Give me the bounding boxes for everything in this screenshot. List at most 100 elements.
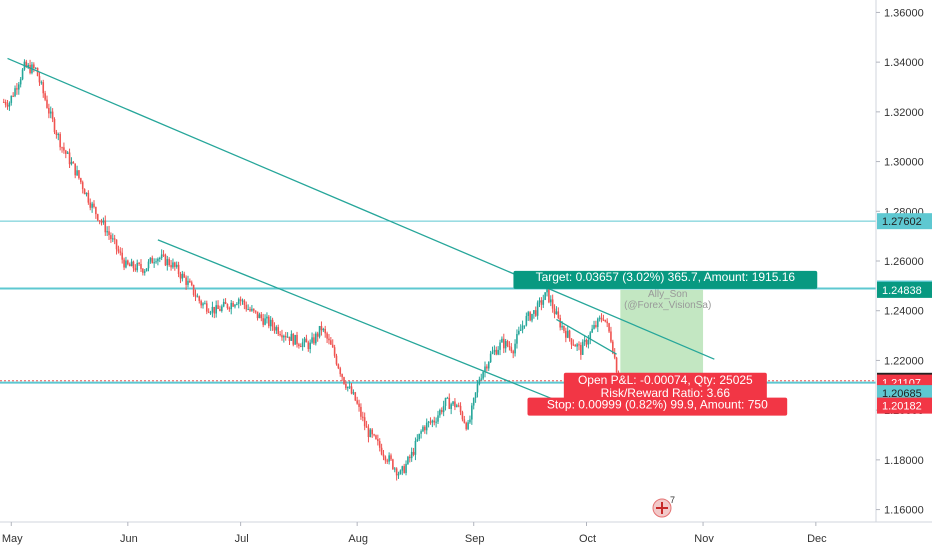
candle-body (574, 345, 577, 347)
candle-body (568, 330, 571, 339)
candle-body (501, 338, 503, 343)
candle-body (612, 341, 614, 354)
candle-body (245, 304, 248, 310)
candle-body (454, 401, 456, 408)
target-label-text: Target: 0.03657 (3.02%) 365.7, Amount: 1… (536, 270, 796, 284)
candle-body (510, 347, 513, 352)
candle-body (534, 310, 537, 316)
price-tick-label: 1.32000 (884, 107, 924, 119)
watermark-line-2: (@Forex_VisionSa) (624, 300, 711, 311)
stop-label-text: Stop: 0.00999 (0.82%) 99.9, Amount: 750 (547, 398, 768, 412)
candle-body (437, 415, 439, 422)
price-tick-label: 1.36000 (884, 7, 924, 19)
candle-body (200, 300, 202, 306)
candle-body (81, 182, 84, 190)
candle-body (593, 325, 595, 329)
candle-body (119, 251, 122, 253)
candle-body (222, 301, 225, 307)
candle-body (512, 351, 514, 354)
candle-body (544, 292, 546, 300)
candle-body (70, 161, 73, 165)
candle-body (497, 349, 499, 355)
time-axis[interactable]: May Jun Jul Aug Sep Oct Nov Dec (0, 521, 932, 545)
candle-body (294, 334, 296, 345)
candle-body (51, 111, 54, 120)
candle-body (570, 338, 573, 345)
candle-body (444, 397, 447, 406)
candle-body (172, 262, 174, 268)
candle-body (299, 346, 302, 348)
candle-body (433, 420, 436, 423)
candle-body (580, 344, 582, 355)
candle-body (553, 308, 556, 315)
candle-body (143, 271, 146, 273)
flag-badge: 7 (670, 495, 675, 505)
candle-body (330, 340, 332, 345)
candle-body (495, 349, 498, 355)
candle-body (247, 309, 249, 311)
candle-body (591, 328, 593, 333)
candle-body (578, 344, 580, 346)
candle-body (313, 337, 315, 344)
candle-body (181, 273, 184, 279)
candle-body (113, 238, 116, 240)
candle-body (189, 280, 191, 283)
candle-body (166, 259, 169, 266)
horizontal-levels (0, 220, 876, 384)
time-tick-label: Oct (579, 533, 596, 545)
candle-body (315, 333, 317, 344)
candle-body (275, 327, 278, 331)
candle-body (414, 440, 417, 455)
candle-body (219, 308, 221, 311)
economic-event-flag[interactable]: 7 (652, 495, 675, 518)
candle-body (202, 303, 204, 306)
candle-body (525, 315, 528, 326)
candle-body (140, 264, 142, 269)
candle-body (431, 420, 434, 423)
price-axis[interactable]: 1.360001.340001.320001.300001.280001.260… (875, 0, 932, 522)
candle-body (390, 455, 392, 460)
candle-body (557, 311, 560, 318)
candle-body (234, 304, 236, 307)
candle-body (518, 330, 520, 335)
candle-body (40, 82, 43, 84)
candle-body (83, 189, 86, 195)
candle-body (365, 426, 368, 428)
candle-body (425, 422, 428, 431)
candle-body (123, 259, 125, 268)
candle-body (284, 335, 287, 338)
candle-body (271, 319, 274, 327)
candle-body (95, 206, 97, 215)
candle-body (269, 319, 272, 327)
candle-body (493, 349, 496, 352)
candle-body (38, 76, 41, 83)
candle-body (346, 386, 349, 389)
candle-body (249, 309, 251, 311)
candle-body (572, 344, 575, 346)
candle-body (565, 330, 567, 338)
price-tag-bg (877, 213, 932, 230)
candle-body (369, 429, 372, 438)
candle-body (213, 306, 216, 314)
candle-body (519, 329, 522, 331)
candle-body (136, 262, 139, 271)
candle-body (559, 317, 561, 328)
candle-body (427, 421, 430, 423)
candle-body (484, 366, 486, 373)
price-tick-label: 1.30000 (884, 157, 924, 169)
candle-body (331, 344, 334, 348)
candle-body (93, 203, 95, 207)
candle-body (132, 261, 135, 269)
candle-body (290, 333, 293, 341)
candle-body (465, 422, 467, 430)
candle-body (335, 355, 338, 365)
candle-body (268, 316, 270, 327)
candle-body (170, 265, 172, 268)
candle-body (283, 335, 285, 338)
candle-body (211, 306, 214, 313)
candle-body (542, 299, 545, 305)
candle-body (292, 333, 295, 345)
candle-body (177, 264, 180, 275)
candle-body (608, 323, 610, 332)
